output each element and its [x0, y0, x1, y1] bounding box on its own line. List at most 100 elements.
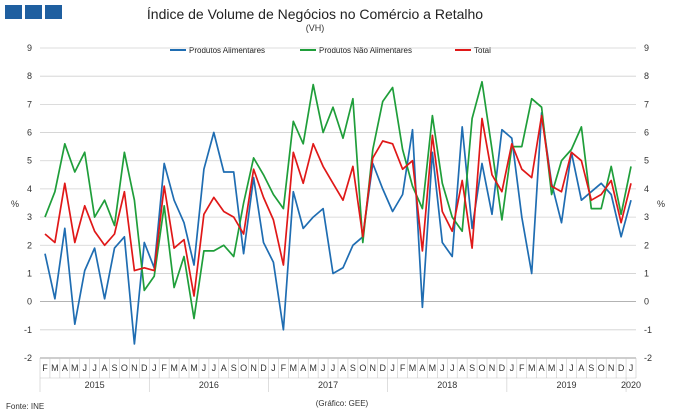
- x-month-label: M: [71, 363, 79, 373]
- gridlines: [40, 47, 636, 359]
- x-month-label: J: [559, 363, 564, 373]
- x-month-label: M: [170, 363, 178, 373]
- x-month-label: M: [290, 363, 298, 373]
- y-tick-label-left: 5: [27, 156, 32, 166]
- legend-label: Total: [474, 46, 491, 55]
- y-tick-label-left: 8: [27, 71, 32, 81]
- x-month-label: S: [469, 363, 475, 373]
- x-month-label: M: [548, 363, 556, 373]
- chart-title: Índice de Volume de Negócios no Comércio…: [147, 6, 483, 22]
- logo-block-1: [5, 5, 22, 19]
- x-month-label: D: [141, 363, 148, 373]
- y-tick-label-left: 2: [27, 240, 32, 250]
- x-month-label: M: [51, 363, 59, 373]
- y-tick-label-right: 8: [644, 71, 649, 81]
- y-tick-label-left: -2: [24, 353, 32, 363]
- x-month-label: J: [331, 363, 336, 373]
- x-month-label: N: [250, 363, 257, 373]
- x-month-label: D: [618, 363, 625, 373]
- x-month-label: S: [350, 363, 356, 373]
- x-month-label: A: [539, 363, 545, 373]
- x-year-label: 2018: [437, 380, 457, 390]
- x-month-label: J: [212, 363, 217, 373]
- x-month-label: J: [92, 363, 97, 373]
- x-month-label: J: [450, 363, 455, 373]
- x-month-label: O: [598, 363, 605, 373]
- y-tick-label-left: -1: [24, 325, 32, 335]
- x-year-label: 2017: [318, 380, 338, 390]
- y-axis-label-right: %: [657, 199, 665, 209]
- x-month-label: O: [240, 363, 247, 373]
- y-tick-label-right: 5: [644, 156, 649, 166]
- x-month-label: A: [221, 363, 227, 373]
- legend: Produtos Alimentares Produtos Não Aliment…: [170, 46, 491, 55]
- y-tick-label-left: 9: [27, 43, 32, 53]
- x-month-label: A: [419, 363, 425, 373]
- y-tick-label-left: 7: [27, 99, 32, 109]
- x-month-label: S: [111, 363, 117, 373]
- x-month-label: A: [181, 363, 187, 373]
- y-tick-label-right: 0: [644, 297, 649, 307]
- y-tick-label-right: 1: [644, 268, 649, 278]
- y-tick-label-right: 3: [644, 212, 649, 222]
- y-tick-label-left: 6: [27, 128, 32, 138]
- y-tick-label-left: 4: [27, 184, 32, 194]
- x-month-label: M: [190, 363, 198, 373]
- y-tick-label-right: -1: [644, 325, 652, 335]
- x-month-label: N: [131, 363, 138, 373]
- x-month-label: D: [499, 363, 506, 373]
- y-tick-label-right: -2: [644, 353, 652, 363]
- legend-label: Produtos Alimentares: [189, 46, 265, 55]
- x-month-label: O: [121, 363, 128, 373]
- x-month-label: A: [102, 363, 108, 373]
- x-month-label: J: [271, 363, 276, 373]
- series-line-3: [44, 114, 632, 297]
- x-month-label: M: [429, 363, 437, 373]
- x-month-label: A: [300, 363, 306, 373]
- x-month-label: F: [161, 363, 167, 373]
- y-tick-label-left: 1: [27, 268, 32, 278]
- x-year-label: 2020: [621, 380, 641, 390]
- x-month-label: J: [202, 363, 207, 373]
- x-month-label: M: [309, 363, 317, 373]
- x-month-label: D: [379, 363, 386, 373]
- source-note: Fonte: INE: [6, 402, 44, 411]
- y-axis-left: -2 -1 0 1 2 3 4 5 6 7 8 9: [24, 43, 32, 363]
- x-month-label: N: [370, 363, 377, 373]
- x-month-label: A: [340, 363, 346, 373]
- x-month-label: O: [359, 363, 366, 373]
- x-year-label: 2016: [199, 380, 219, 390]
- logo-block-2: [25, 5, 42, 19]
- x-month-label: N: [608, 363, 615, 373]
- x-month-label: F: [400, 363, 406, 373]
- y-tick-label-right: 6: [644, 128, 649, 138]
- y-tick-label-right: 9: [644, 43, 649, 53]
- series-line-2: [44, 80, 632, 320]
- x-month-label: J: [440, 363, 445, 373]
- series-line-1: [44, 111, 632, 345]
- y-tick-label-left: 3: [27, 212, 32, 222]
- x-month-label: J: [629, 363, 634, 373]
- x-month-label: J: [82, 363, 87, 373]
- y-tick-label-right: 2: [644, 240, 649, 250]
- x-month-label: O: [479, 363, 486, 373]
- x-month-label: F: [281, 363, 287, 373]
- x-month-label: M: [409, 363, 417, 373]
- x-month-label: A: [459, 363, 465, 373]
- y-axis-right: -2 -1 0 1 2 3 4 5 6 7 8 9: [644, 43, 652, 363]
- x-month-label: J: [510, 363, 515, 373]
- x-month-label: S: [231, 363, 237, 373]
- y-axis-label-left: %: [11, 199, 19, 209]
- x-month-label: A: [578, 363, 584, 373]
- x-month-label: J: [569, 363, 574, 373]
- x-month-label: D: [260, 363, 267, 373]
- x-month-label: S: [588, 363, 594, 373]
- credit-note: (Gráfico: GEE): [316, 399, 369, 408]
- x-year-label: 2019: [556, 380, 576, 390]
- chart-subtitle: (VH): [306, 23, 325, 33]
- logo-block-3: [45, 5, 62, 19]
- x-year-label: 2015: [85, 380, 105, 390]
- x-month-label: N: [489, 363, 496, 373]
- x-month-label: M: [528, 363, 536, 373]
